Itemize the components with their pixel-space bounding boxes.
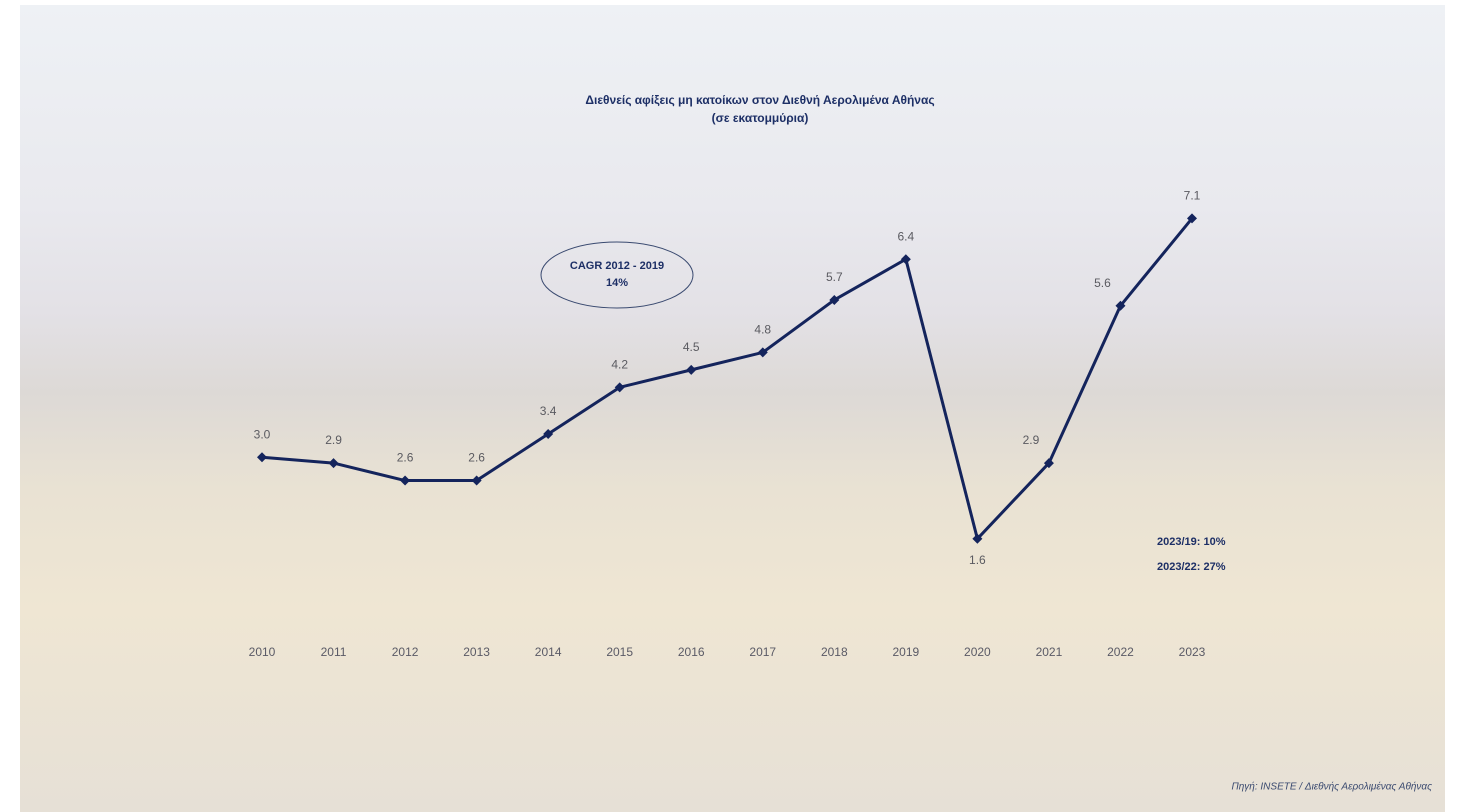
x-tick-label: 2015 (606, 645, 633, 659)
marker (471, 475, 482, 486)
background (20, 5, 1445, 812)
x-tick-label: 2022 (1107, 645, 1134, 659)
marker (257, 452, 267, 463)
x-tick-label: 2018 (821, 645, 848, 659)
data-label: 7.1 (1184, 189, 1201, 203)
annotation: CAGR 2012 - 2019 (570, 260, 664, 272)
marker (328, 458, 339, 469)
chart-title: Διεθνείς αφίξεις μη κατοίκων στον Διεθνή… (585, 93, 934, 107)
marker (757, 347, 768, 358)
data-label: 5.6 (1094, 276, 1111, 290)
x-tick-label: 2021 (1036, 645, 1063, 659)
x-tick-label: 2013 (463, 645, 490, 659)
chart-subtitle: (σε εκατομμύρια) (712, 111, 809, 125)
data-label: 4.5 (683, 340, 700, 354)
x-tick-label: 2010 (249, 645, 276, 659)
annotation: 2023/22: 27% (1157, 561, 1226, 573)
line (261, 217, 1194, 541)
marker (829, 294, 840, 305)
marker (1043, 458, 1054, 469)
x-tick-label: 2017 (749, 645, 776, 659)
marker (543, 428, 554, 439)
data-label: 2.6 (397, 451, 414, 465)
x-tick-label: 2011 (321, 645, 347, 659)
data-label: 3.4 (540, 404, 557, 418)
data-label: 1.6 (969, 553, 986, 567)
data-label: 6.4 (898, 229, 915, 243)
marker (900, 254, 911, 265)
source-note: Πηγή: INSETE / Διεθνής Αερολιμένας Αθήνα… (1232, 781, 1433, 793)
x-tick-label: 2016 (678, 645, 705, 659)
data-label: 4.2 (611, 358, 628, 372)
marker (686, 364, 697, 375)
marker (1115, 300, 1126, 311)
x-tick-label: 2014 (535, 645, 562, 659)
data-label: 5.7 (826, 270, 843, 284)
annotation: 2023/19: 10% (1157, 536, 1226, 548)
data-label: 4.8 (754, 323, 771, 337)
marker (972, 533, 983, 544)
marker (1187, 213, 1197, 224)
marker (400, 475, 411, 486)
data-label: 2.9 (325, 433, 342, 447)
data-label: 2.6 (468, 451, 485, 465)
data-label: 3.0 (254, 427, 271, 441)
annotation-ellipse (540, 241, 694, 309)
x-tick-label: 2012 (392, 645, 419, 659)
x-tick-label: 2019 (892, 645, 919, 659)
x-tick-label: 2023 (1179, 645, 1206, 659)
data-label: 2.9 (1023, 433, 1040, 447)
marker (614, 382, 625, 393)
annotation: 14% (606, 277, 628, 289)
x-tick-label: 2020 (964, 645, 991, 659)
